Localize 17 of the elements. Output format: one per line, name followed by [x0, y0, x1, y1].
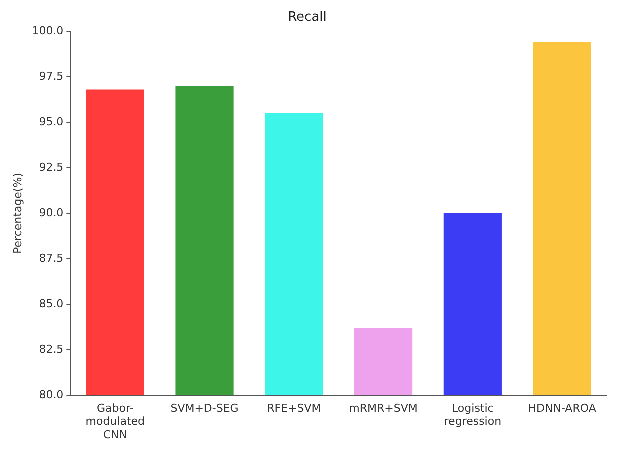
- y-tick-label: 87.5: [39, 252, 64, 265]
- y-tick-label: 92.5: [39, 160, 64, 174]
- y-tick-label: 95.0: [39, 115, 64, 128]
- x-tick-label: HDNN-AROA: [528, 402, 597, 415]
- y-tick-label: 90.0: [39, 206, 64, 220]
- y-tick-label: 80.0: [39, 388, 64, 402]
- x-tick-label: RFE+SVM: [267, 402, 322, 415]
- chart-title: Recall: [288, 10, 327, 26]
- y-tick-label: 85.0: [39, 297, 64, 310]
- y-tick-label: 82.5: [39, 342, 64, 356]
- y-axis-title: Percentage(%): [11, 173, 24, 254]
- y-tick-label: 100.0: [32, 24, 64, 38]
- y-tick-label: 97.5: [39, 70, 64, 83]
- x-tick-label: Gabor-modulated CNN: [86, 402, 146, 442]
- x-tick-label: SVM+D-SEG: [170, 402, 239, 415]
- x-tick-label: Logistic regression: [444, 402, 502, 428]
- x-tick-label: mRMR+SVM: [349, 402, 418, 415]
